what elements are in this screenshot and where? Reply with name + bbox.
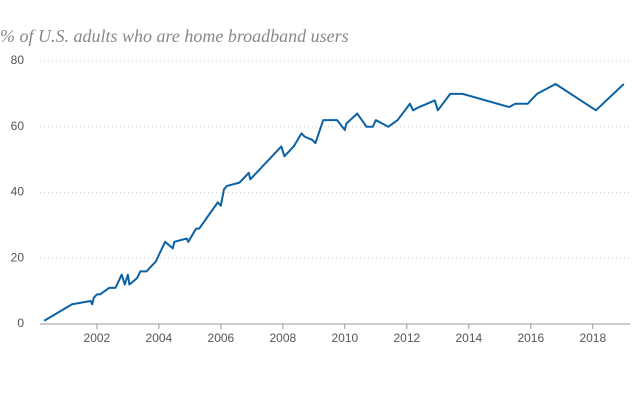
- x-tick-label: 2006: [208, 331, 235, 345]
- x-tick-label: 2002: [84, 331, 111, 345]
- x-tick-label: 2004: [146, 331, 173, 345]
- y-tick-label: 0: [17, 316, 24, 330]
- x-tick-label: 2008: [270, 331, 297, 345]
- y-tick-label: 60: [11, 119, 25, 133]
- y-tick-label: 20: [11, 250, 25, 264]
- y-tick-label: 40: [11, 185, 25, 199]
- x-tick-label: 2010: [331, 331, 358, 345]
- y-tick-label: 80: [11, 53, 25, 67]
- data-line: [43, 83, 625, 322]
- x-tick-label: 2018: [579, 331, 606, 345]
- x-tick-label: 2012: [393, 331, 420, 345]
- chart-title: % of U.S. adults who are home broadband …: [0, 26, 349, 46]
- x-tick-label: 2016: [517, 331, 544, 345]
- x-tick-label: 2014: [455, 331, 482, 345]
